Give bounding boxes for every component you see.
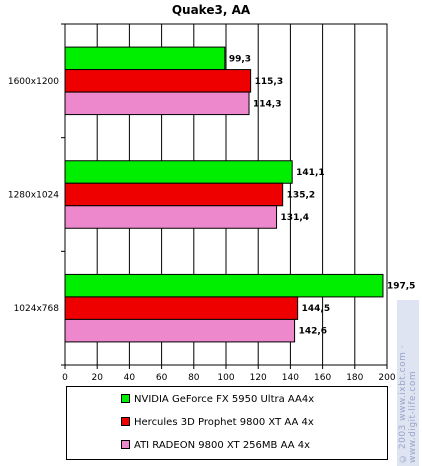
x-tick-label: 20 (91, 373, 103, 383)
legend-swatch-nvidia (121, 393, 130, 403)
legend-item-ati: ATI RADEON 9800 XT 256MB AA 4x (121, 438, 310, 454)
legend: NVIDIA GeForce FX 5950 Ultra AA4x Hercul… (66, 386, 388, 460)
x-tick-label: 80 (188, 373, 200, 383)
data-label-hercules: 135,2 (287, 191, 315, 201)
bar-hercules (64, 182, 284, 207)
data-label-ati: 131,4 (281, 213, 309, 223)
x-tick-label: 200 (378, 373, 395, 383)
category-label: 1280x1024 (8, 191, 59, 201)
x-tick-label: 120 (250, 373, 267, 383)
bar-hercules (64, 69, 252, 93)
x-tick-label: 60 (156, 373, 168, 383)
legend-label-nvidia: NVIDIA GeForce FX 5950 Ultra AA4x (134, 394, 315, 405)
data-label-ati: 114,3 (253, 99, 281, 109)
legend-item-nvidia: NVIDIA GeForce FX 5950 Ultra AA4x (121, 392, 314, 408)
bar-ati (64, 318, 296, 343)
bar-ati (64, 91, 250, 116)
watermark: © 2003 www.ixbt.com · www.digit-life.com (397, 300, 419, 466)
bar-nvidia (64, 273, 384, 298)
x-tick-label: 100 (217, 373, 234, 383)
category-label: 1600x1200 (8, 77, 59, 87)
legend-swatch-hercules (121, 416, 130, 426)
chart-title: Quake3, AA (171, 3, 251, 17)
data-label-hercules: 115,3 (255, 77, 283, 87)
bar-nvidia (64, 46, 226, 71)
bar-nvidia (64, 160, 293, 184)
x-tick-label: 180 (346, 373, 363, 383)
legend-label-hercules: Hercules 3D Prophet 9800 XT AA 4x (134, 417, 314, 428)
legend-label-ati: ATI RADEON 9800 XT 256MB AA 4x (134, 440, 310, 451)
x-tick-label: 0 (62, 373, 68, 383)
data-label-nvidia: 99,3 (229, 54, 251, 64)
legend-item-hercules: Hercules 3D Prophet 9800 XT AA 4x (121, 415, 314, 431)
data-label-ati: 142,6 (299, 327, 327, 337)
x-tick-label: 140 (282, 373, 299, 383)
x-tick-label: 40 (124, 373, 136, 383)
data-label-hercules: 144,5 (302, 304, 330, 314)
data-label-nvidia: 141,1 (296, 168, 324, 178)
category-label: 1024x768 (14, 304, 60, 314)
data-label-nvidia: 197,5 (387, 282, 415, 292)
legend-swatch-ati (121, 439, 130, 449)
bar-hercules (64, 296, 299, 320)
x-tick-label: 160 (314, 373, 331, 383)
bar-ati (64, 205, 278, 229)
